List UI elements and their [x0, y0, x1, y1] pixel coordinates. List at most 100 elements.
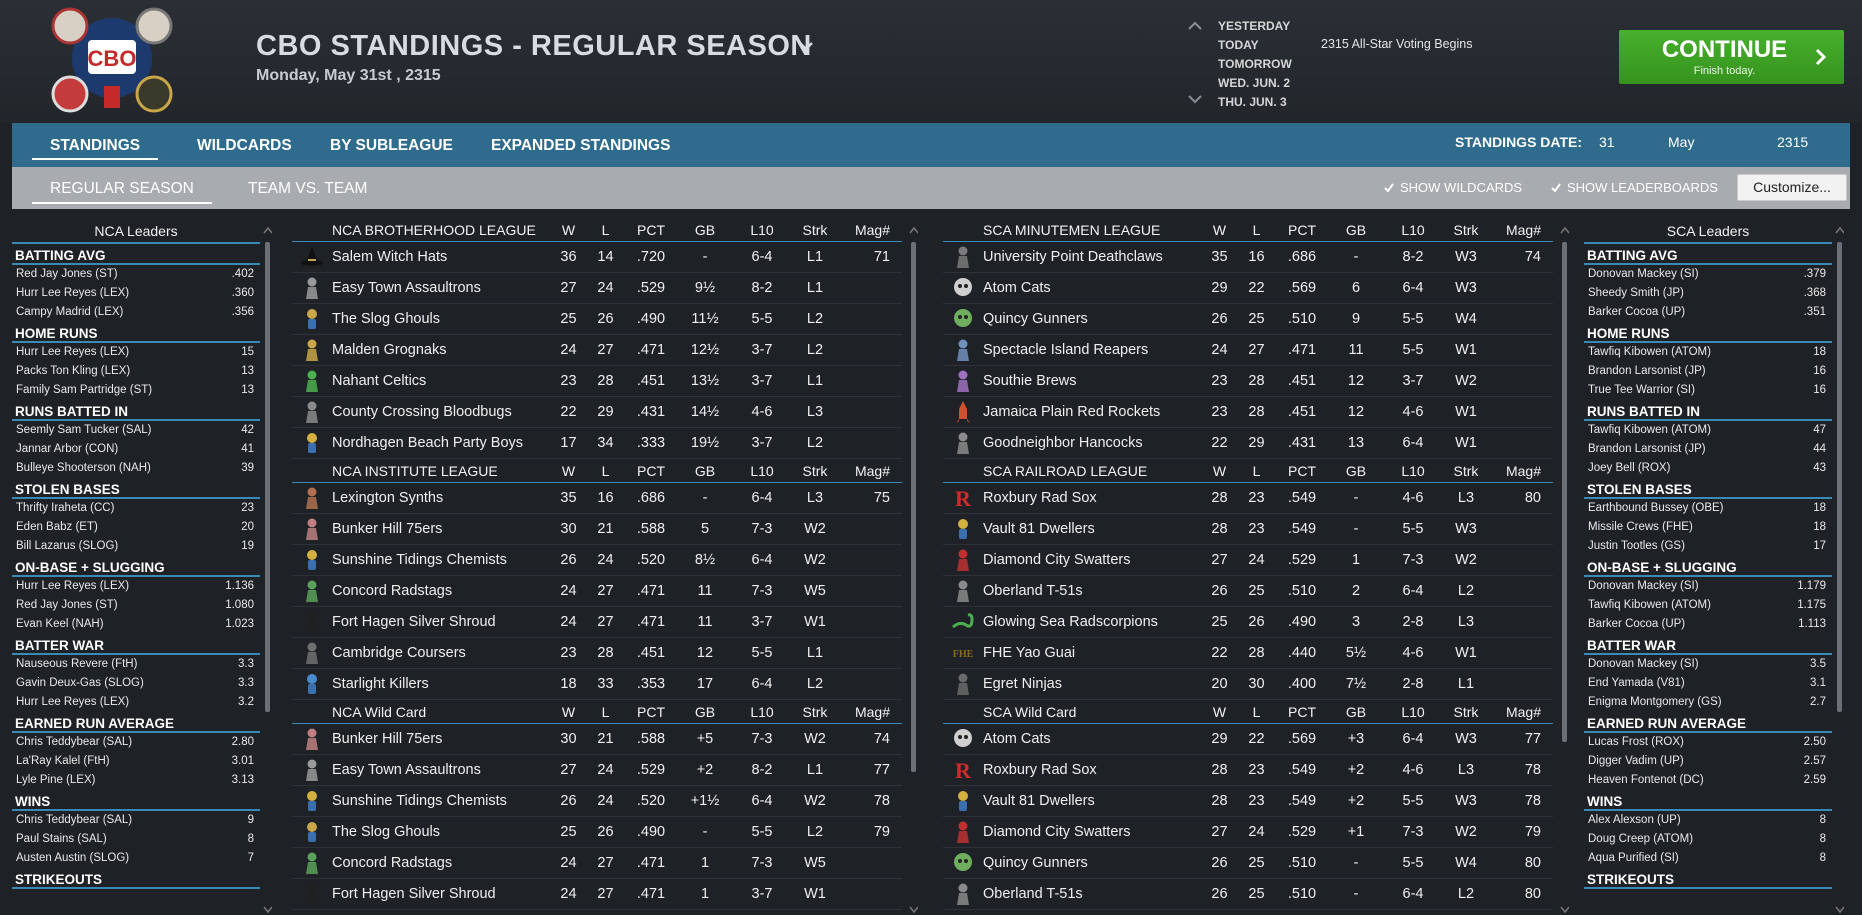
leader-row[interactable]: Alex Alexson (UP) 8: [1584, 811, 1832, 830]
column-header-l[interactable]: L: [601, 704, 610, 720]
team-name[interactable]: Cambridge Coursers: [332, 645, 466, 661]
team-row[interactable]: Nordhagen Beach Party Boys 17 34 .333 19½ 3-7…: [292, 428, 902, 459]
leader-row[interactable]: Campy Madrid (LEX) .356: [12, 303, 260, 322]
team-row[interactable]: Bunker Hill 75ers 30 21 .588 +5 7-3 W2 74: [292, 724, 902, 755]
column-header-gb[interactable]: GB: [694, 463, 716, 479]
leader-row[interactable]: Tawfiq Kibowen (ATOM) 18: [1584, 343, 1832, 362]
column-header-pct[interactable]: PCT: [1288, 704, 1316, 720]
column-header-l[interactable]: L: [1252, 704, 1261, 720]
leader-row[interactable]: True Tee Warrior (SI) 16: [1584, 381, 1832, 400]
column-header-strk[interactable]: Strk: [1453, 463, 1479, 479]
scroll-down-icon[interactable]: [1835, 906, 1844, 914]
tab-expanded-standings[interactable]: EXPANDED STANDINGS: [491, 137, 671, 154]
team-row[interactable]: Starlight Killers 18 33 .353 17 6-4 L2: [292, 669, 902, 700]
scroll-up-icon[interactable]: [909, 226, 918, 234]
leader-row[interactable]: Barker Cocoa (UP) .351: [1584, 303, 1832, 322]
team-name[interactable]: Fort Hagen Silver Shroud: [332, 886, 496, 902]
team-row[interactable]: R Roxbury Rad Sox 28 23 .549 - 4-6 L3 80: [943, 483, 1553, 514]
scrollbar[interactable]: [1835, 218, 1844, 915]
column-header-l[interactable]: L: [601, 222, 610, 238]
leader-row[interactable]: Donovan Mackey (SI) .379: [1584, 265, 1832, 284]
team-row[interactable]: Quincy Gunners 26 25 .510 - 5-5 W4 80: [943, 848, 1553, 879]
column-header-l10[interactable]: L10: [1401, 463, 1425, 479]
column-header-gb[interactable]: GB: [694, 704, 716, 720]
team-row[interactable]: Salem Witch Hats 36 14 .720 - 6-4 L1 71: [292, 242, 902, 273]
show-leaderboards-checkbox[interactable]: SHOW LEADERBOARDS: [1550, 180, 1718, 195]
column-header-gb[interactable]: GB: [1345, 463, 1367, 479]
leader-row[interactable]: Red Jay Jones (ST) .402: [12, 265, 260, 284]
team-name[interactable]: Roxbury Rad Sox: [983, 762, 1097, 778]
leader-row[interactable]: Seemly Sam Tucker (SAL) 42: [12, 421, 260, 440]
team-name[interactable]: Spectacle Island Reapers: [983, 342, 1149, 358]
team-row[interactable]: Malden Grognaks 24 27 .471 12½ 3-7 L2: [292, 335, 902, 366]
team-row[interactable]: R Roxbury Rad Sox 28 23 .549 +2 4-6 L3 78: [943, 755, 1553, 786]
team-row[interactable]: Jamaica Plain Red Rockets 23 28 .451 12 4-6 W1: [943, 397, 1553, 428]
team-name[interactable]: Nahant Celtics: [332, 373, 427, 389]
team-row[interactable]: County Crossing Bloodbugs 22 29 .431 14½ 4-6 L…: [292, 397, 902, 428]
scrollbar[interactable]: [909, 218, 918, 915]
column-header-w[interactable]: W: [561, 463, 576, 479]
team-row[interactable]: Egret Ninjas 20 30 .400 7½ 2-8 L1: [943, 669, 1553, 700]
team-name[interactable]: Oberland T-51s: [983, 583, 1083, 599]
team-name[interactable]: Bunker Hill 75ers: [332, 521, 443, 537]
leader-row[interactable]: End Yamada (V81) 3.1: [1584, 674, 1832, 693]
team-name[interactable]: Concord Radstags: [332, 855, 453, 871]
team-row[interactable]: Bunker Hill 75ers 30 21 .588 5 7-3 W2: [292, 514, 902, 545]
scroll-thumb[interactable]: [911, 242, 916, 772]
team-row[interactable]: Fort Hagen Silver Shroud 24 27 .471 1 3-7 W1: [292, 879, 902, 910]
team-row[interactable]: FHE FHE Yao Guai 22 28 .440 5½ 4-6 W1: [943, 638, 1553, 669]
team-name[interactable]: The Slog Ghouls: [332, 311, 441, 327]
leader-row[interactable]: Hurr Lee Reyes (LEX) 3.2: [12, 693, 260, 712]
team-name[interactable]: Egret Ninjas: [983, 676, 1062, 692]
leader-row[interactable]: Lucas Frost (ROX) 2.50: [1584, 733, 1832, 752]
scroll-thumb[interactable]: [1562, 242, 1567, 742]
column-header-strk[interactable]: Strk: [802, 463, 828, 479]
team-row[interactable]: Quincy Gunners 26 25 .510 9 5-5 W4: [943, 304, 1553, 335]
team-name[interactable]: Roxbury Rad Sox: [983, 490, 1097, 506]
team-row[interactable]: Spectacle Island Reapers 24 27 .471 11 5-5 W1: [943, 335, 1553, 366]
leader-row[interactable]: Hurr Lee Reyes (LEX) 1.136: [12, 577, 260, 596]
leader-row[interactable]: Paul Stains (SAL) 8: [12, 830, 260, 849]
chevron-down-icon[interactable]: [796, 36, 816, 56]
scroll-up-icon[interactable]: [263, 226, 272, 234]
column-header-mag[interactable]: Mag#: [854, 704, 890, 720]
leader-row[interactable]: Tawfiq Kibowen (ATOM) 47: [1584, 421, 1832, 440]
team-row[interactable]: Vault 81 Dwellers 28 23 .549 - 5-5 W3: [943, 514, 1553, 545]
date-down-arrow-icon[interactable]: [1186, 92, 1204, 106]
team-name[interactable]: Nordhagen Beach Party Boys: [332, 435, 524, 451]
standings-date-day[interactable]: 31: [1599, 134, 1615, 150]
team-row[interactable]: Goodneighbor Hancocks 22 29 .431 13 6-4 W1: [943, 428, 1553, 459]
date-nav-today[interactable]: TODAY: [1218, 38, 1259, 52]
column-header-l[interactable]: L: [1252, 222, 1261, 238]
team-name[interactable]: Fort Hagen Silver Shroud: [332, 614, 496, 630]
team-name[interactable]: Starlight Killers: [332, 676, 429, 692]
leader-row[interactable]: Austen Austin (SLOG) 7: [12, 849, 260, 868]
scroll-up-icon[interactable]: [1560, 226, 1569, 234]
column-header-pct[interactable]: PCT: [1288, 222, 1316, 238]
column-header-strk[interactable]: Strk: [1453, 222, 1479, 238]
team-name[interactable]: Jamaica Plain Red Rockets: [983, 404, 1161, 420]
scroll-down-icon[interactable]: [909, 906, 918, 914]
team-name[interactable]: Concord Radstags: [332, 583, 453, 599]
scrollbar[interactable]: [263, 218, 272, 915]
leader-row[interactable]: Brandon Larsonist (JP) 44: [1584, 440, 1832, 459]
subtab-regular-season[interactable]: REGULAR SEASON: [32, 176, 212, 204]
column-header-pct[interactable]: PCT: [637, 704, 665, 720]
leader-row[interactable]: Missile Crews (FHE) 18: [1584, 518, 1832, 537]
column-header-gb[interactable]: GB: [1345, 222, 1367, 238]
team-row[interactable]: Atom Cats 29 22 .569 +3 6-4 W3 77: [943, 724, 1553, 755]
team-name[interactable]: County Crossing Bloodbugs: [332, 404, 512, 420]
team-row[interactable]: The Slog Ghouls 25 26 .490 - 5-5 L2 79: [292, 817, 902, 848]
leader-row[interactable]: Packs Ton Kling (LEX) 13: [12, 362, 260, 381]
scroll-down-icon[interactable]: [1560, 906, 1569, 914]
date-nav-jun-3[interactable]: THU. JUN. 3: [1218, 95, 1287, 109]
team-row[interactable]: The Slog Ghouls 25 26 .490 11½ 5-5 L2: [292, 304, 902, 335]
team-name[interactable]: University Point Deathclaws: [983, 249, 1163, 265]
team-name[interactable]: Quincy Gunners: [983, 311, 1088, 327]
team-name[interactable]: Easy Town Assaultrons: [332, 280, 481, 296]
column-header-mag[interactable]: Mag#: [1505, 222, 1541, 238]
team-row[interactable]: Fort Hagen Silver Shroud 24 27 .471 11 3-7 W1: [292, 607, 902, 638]
column-header-gb[interactable]: GB: [694, 222, 716, 238]
column-header-w[interactable]: W: [561, 704, 576, 720]
team-name[interactable]: Quincy Gunners: [983, 855, 1088, 871]
